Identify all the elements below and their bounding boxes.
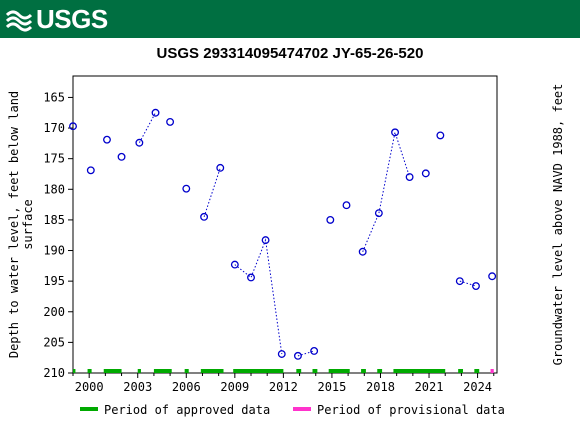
data-point [472, 282, 480, 290]
groundwater-chart: USGS 293314095474702 JY-65-26-520 2000 20… [7, 45, 565, 417]
data-point [216, 163, 225, 172]
approved-period-bar [200, 369, 224, 373]
x-tick-label: 2024 [463, 380, 492, 394]
data-point [182, 184, 191, 193]
approved-period-bar [184, 369, 189, 373]
data-point [277, 350, 286, 358]
y-left-tick-label: 170 [43, 121, 65, 135]
y-left-tick-label: 165 [43, 90, 65, 104]
data-point [436, 131, 445, 140]
data-point [455, 277, 464, 286]
y-right-axis-label: Groundwater level above NAVD 1988, feet [551, 84, 565, 366]
data-point [166, 117, 175, 126]
approved-period-bar [153, 369, 172, 373]
data-point [374, 209, 383, 218]
approved-period-bar [73, 369, 76, 373]
data-point [69, 122, 77, 131]
y-left-tick-label: 190 [43, 244, 65, 258]
approved-period-bar [458, 369, 464, 373]
usgs-logo[interactable]: USGS [6, 4, 108, 34]
data-point [391, 128, 399, 137]
y-left-tick-label: 205 [43, 335, 65, 349]
usgs-header-banner: USGS [0, 0, 580, 38]
x-tick-label: 2006 [172, 380, 201, 394]
approved-period-bar [87, 369, 92, 373]
series-connector-line [362, 130, 411, 252]
data-point [86, 166, 95, 175]
approved-period-bar [361, 369, 366, 373]
approved-period-bar [233, 369, 284, 373]
data-point [310, 347, 319, 355]
legend-provisional-label: Period of provisional data [317, 403, 505, 417]
data-point [358, 247, 367, 256]
legend-provisional-swatch [293, 407, 311, 411]
approved-period-bar [474, 369, 480, 373]
y-left-tick-label: 180 [43, 182, 65, 196]
chart-title: USGS 293314095474702 JY-65-26-520 [157, 45, 424, 62]
y-left-tick-label: 195 [43, 274, 65, 288]
x-tick-label: 2018 [366, 380, 395, 394]
data-point [342, 201, 351, 210]
approved-period-bar [103, 369, 122, 373]
y-left-tick-label: 210 [43, 366, 65, 380]
data-point [200, 212, 209, 221]
data-point [261, 236, 270, 245]
usgs-logo-text: USGS [36, 3, 108, 34]
plot-frame [72, 75, 498, 374]
data-point [421, 169, 430, 178]
x-tick-label: 2000 [75, 380, 104, 394]
legend-approved-swatch [80, 407, 98, 411]
x-tick-label: 2015 [317, 380, 346, 394]
y-left-tick-label: 200 [43, 305, 65, 319]
x-tick-label: 2012 [269, 380, 298, 394]
y-left-axis-label: surface [21, 199, 35, 250]
y-left-axis-label: Depth to water level, feet below land [7, 91, 21, 358]
data-point [326, 215, 335, 224]
approved-period-bar [393, 369, 446, 373]
approved-period-bar [328, 369, 350, 373]
data-point [117, 152, 126, 161]
series-connector-line [138, 112, 156, 143]
data-point [230, 260, 239, 269]
data-point [488, 272, 497, 281]
data-point [135, 138, 144, 147]
legend-approved-label: Period of approved data [104, 403, 270, 417]
x-tick-label: 2021 [415, 380, 444, 394]
y-left-tick-label: 175 [43, 152, 65, 166]
data-point [405, 173, 414, 181]
data-point [103, 135, 111, 144]
approved-period-bar [296, 369, 302, 373]
series-connector-line [234, 238, 283, 355]
data-point [247, 273, 255, 282]
x-tick-label: 2009 [220, 380, 249, 394]
y-left-tick-label: 185 [43, 213, 65, 227]
x-tick-label: 2003 [123, 380, 152, 394]
usgs-wave-icon [6, 10, 32, 32]
data-point [151, 108, 160, 117]
approved-period-bar [137, 369, 141, 373]
data-point [293, 351, 302, 360]
series-connector-line [203, 167, 221, 217]
approved-period-bar [377, 369, 383, 373]
provisional-period-bar [490, 369, 494, 373]
approved-period-bar [312, 369, 318, 373]
